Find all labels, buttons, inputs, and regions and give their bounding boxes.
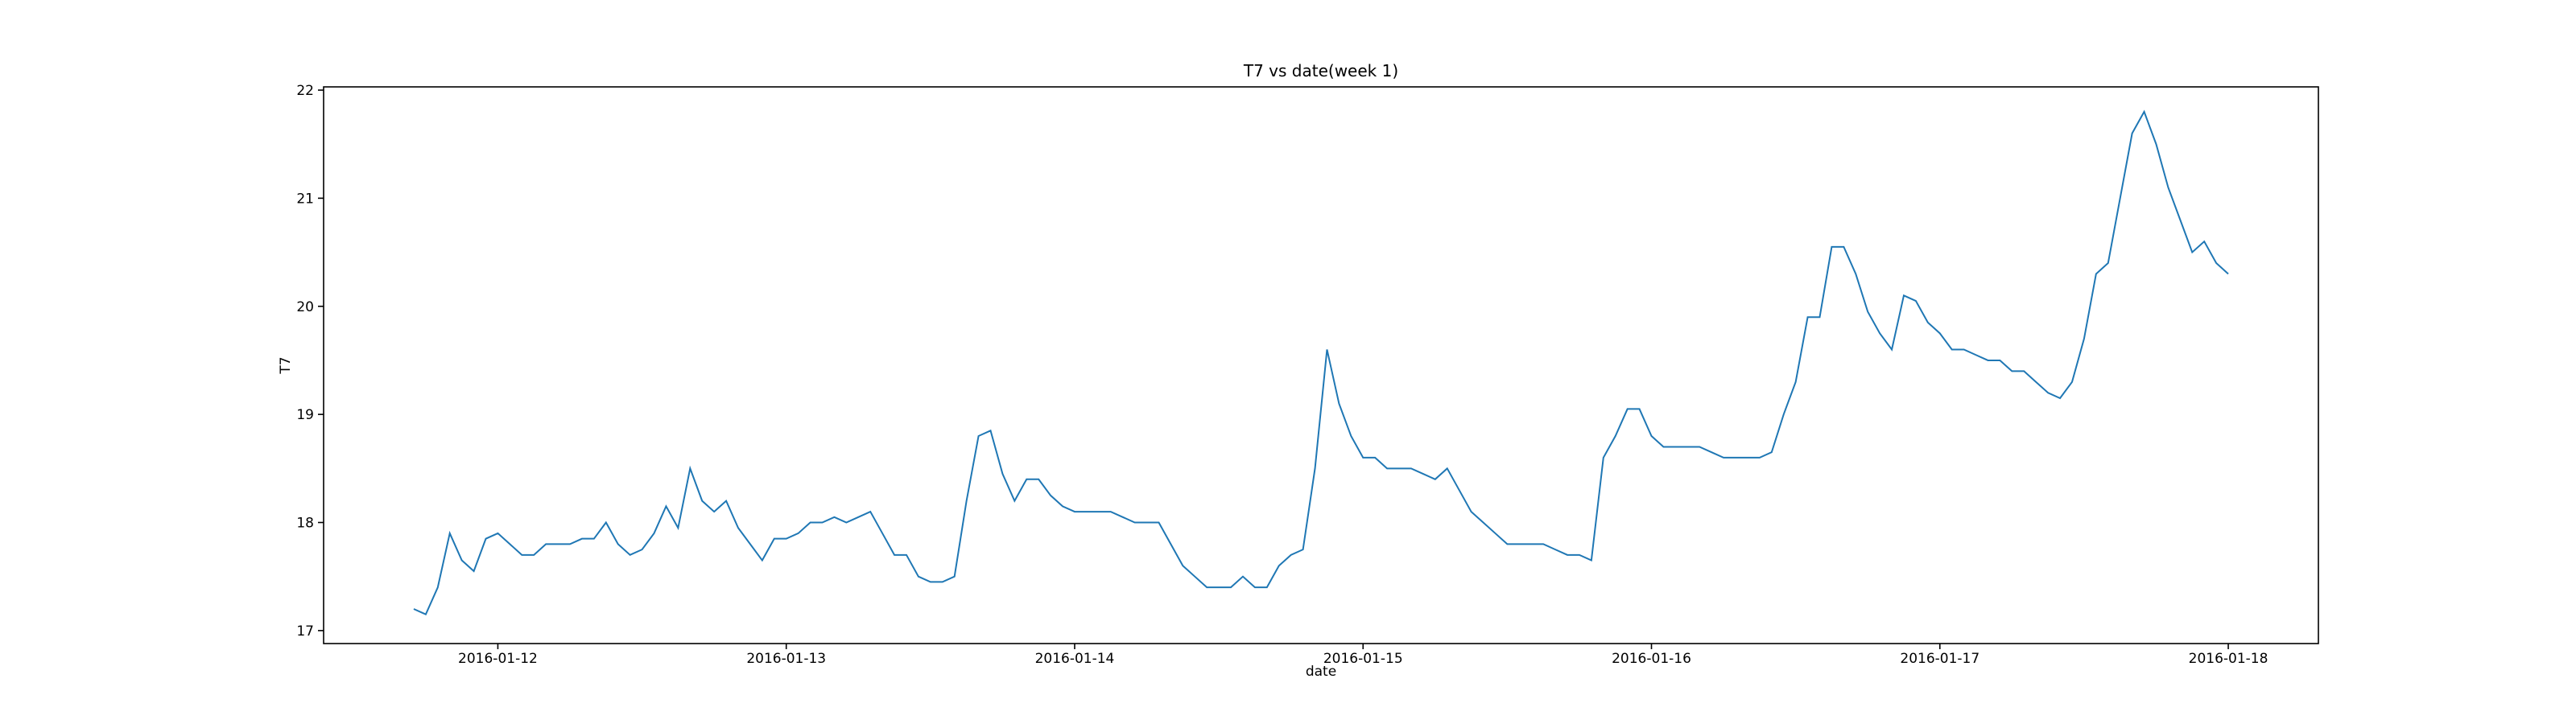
y-tick-label: 22 xyxy=(296,83,314,99)
chart-title: T7 vs date(week 1) xyxy=(1243,61,1398,80)
x-tick-label: 2016-01-13 xyxy=(746,651,826,667)
x-tick-label: 2016-01-12 xyxy=(458,651,538,667)
plot-frame xyxy=(323,86,2319,644)
y-tick-label: 20 xyxy=(296,299,314,315)
x-tick-label: 2016-01-16 xyxy=(1612,651,1691,667)
x-tick-label: 2016-01-14 xyxy=(1035,651,1115,667)
x-tick-label: 2016-01-18 xyxy=(2189,651,2268,667)
x-axis-label: date xyxy=(1306,664,1336,680)
x-tick-label: 2016-01-17 xyxy=(1900,651,1979,667)
y-tick-label: 21 xyxy=(296,191,314,207)
data-line xyxy=(413,109,2229,616)
y-tick-label: 17 xyxy=(296,623,314,640)
y-tick-label: 18 xyxy=(296,516,314,532)
x-tick-label: 2016-01-15 xyxy=(1323,651,1403,667)
y-tick-label: 19 xyxy=(296,407,314,423)
y-axis-label: T7 xyxy=(278,356,294,374)
